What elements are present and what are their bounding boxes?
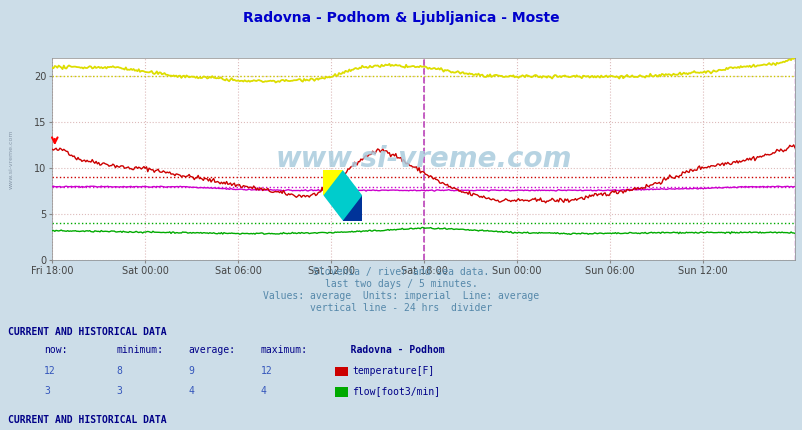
Text: 9: 9 [188, 366, 194, 375]
Text: maximum:: maximum: [261, 345, 308, 355]
Text: Slovenia / river and sea data.: Slovenia / river and sea data. [313, 267, 489, 276]
Text: minimum:: minimum: [116, 345, 164, 355]
Text: 4: 4 [188, 386, 194, 396]
Text: 3: 3 [116, 386, 122, 396]
Bar [342, 195, 362, 221]
Text: www.si-vreme.com: www.si-vreme.com [9, 129, 14, 189]
Text: average:: average: [188, 345, 236, 355]
Text: CURRENT AND HISTORICAL DATA: CURRENT AND HISTORICAL DATA [8, 415, 167, 425]
Text: CURRENT AND HISTORICAL DATA: CURRENT AND HISTORICAL DATA [8, 327, 167, 337]
Text: flow[foot3/min]: flow[foot3/min] [352, 386, 440, 396]
Text: vertical line - 24 hrs  divider: vertical line - 24 hrs divider [310, 303, 492, 313]
Text: temperature[F]: temperature[F] [352, 366, 434, 375]
Text: 8: 8 [116, 366, 122, 375]
Text: www.si-vreme.com: www.si-vreme.com [275, 145, 571, 173]
Text: Radovna - Podhom & Ljubljanica - Moste: Radovna - Podhom & Ljubljanica - Moste [243, 11, 559, 25]
Text: Radovna - Podhom: Radovna - Podhom [333, 345, 444, 355]
Text: 3: 3 [44, 386, 50, 396]
Text: now:: now: [44, 345, 67, 355]
Text: 12: 12 [261, 366, 273, 375]
Text: Values: average  Units: imperial  Line: average: Values: average Units: imperial Line: av… [263, 291, 539, 301]
Polygon shape [323, 170, 362, 221]
Bar [323, 170, 342, 195]
Text: last two days / 5 minutes.: last two days / 5 minutes. [325, 279, 477, 289]
Text: 4: 4 [261, 386, 266, 396]
Text: 12: 12 [44, 366, 56, 375]
